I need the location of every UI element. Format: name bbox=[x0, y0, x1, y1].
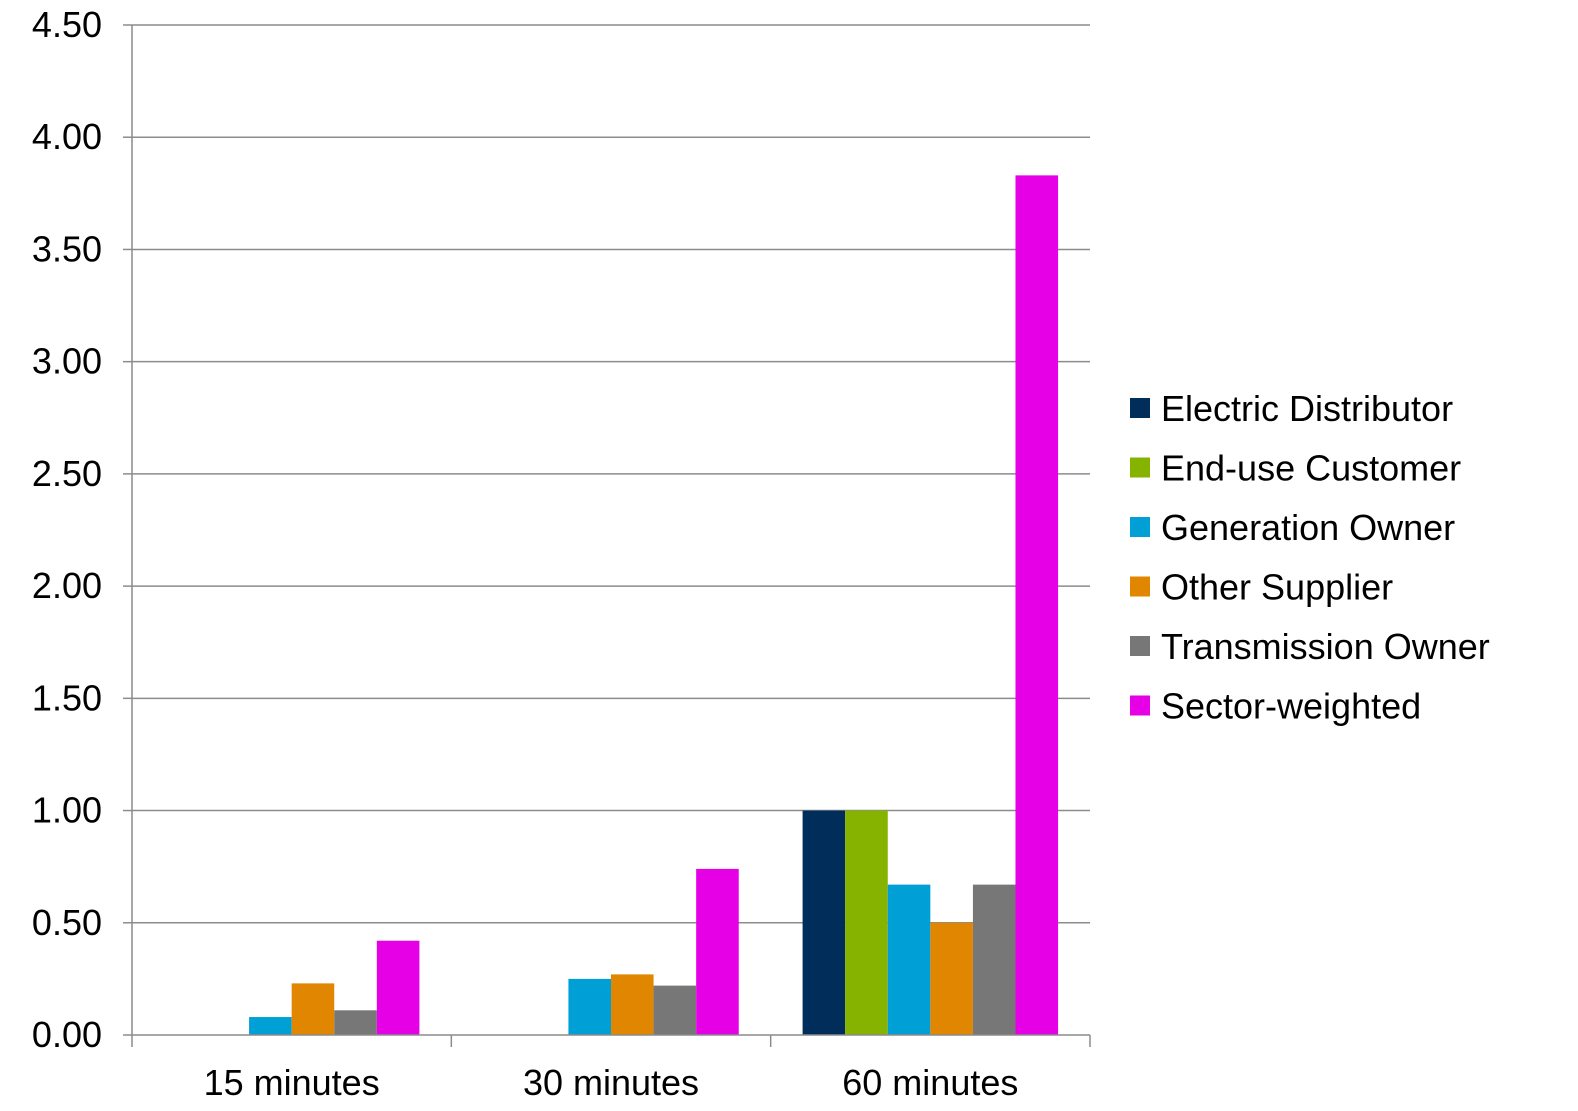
bar-generation-owner-1 bbox=[249, 1017, 292, 1035]
y-tick-label: 2.00 bbox=[32, 565, 102, 606]
x-tick-label: 60 minutes bbox=[842, 1062, 1018, 1103]
bar-other-supplier-2 bbox=[611, 974, 654, 1035]
x-tick-label: 30 minutes bbox=[523, 1062, 699, 1103]
legend-swatch bbox=[1130, 576, 1150, 597]
bar-sector-weighted-3 bbox=[1015, 175, 1059, 1035]
legend-swatch bbox=[1130, 457, 1150, 478]
y-tick-label: 1.50 bbox=[32, 677, 102, 718]
bar-electric-distributor-3 bbox=[802, 810, 846, 1035]
legend-label: Sector-weighted bbox=[1161, 686, 1421, 727]
legend-label: Electric Distributor bbox=[1161, 388, 1453, 429]
legend-label: Generation Owner bbox=[1161, 507, 1455, 548]
legend-swatch bbox=[1130, 695, 1150, 716]
y-tick-label: 4.00 bbox=[32, 116, 102, 157]
bars bbox=[249, 175, 1059, 1035]
bar-other-supplier-1 bbox=[291, 983, 335, 1035]
bar-transmission-owner-1 bbox=[334, 1010, 377, 1035]
bar-generation-owner-2 bbox=[568, 978, 611, 1035]
legend: Electric Distributor End-use Customer Gene… bbox=[1130, 388, 1490, 727]
bar-sector-weighted-1 bbox=[376, 940, 420, 1035]
grid-lines bbox=[132, 24, 1090, 924]
legend-swatch bbox=[1130, 517, 1150, 537]
bar-sector-weighted-2 bbox=[696, 868, 739, 1035]
y-tick-label: 0.00 bbox=[32, 1014, 102, 1055]
y-axis-tick-labels: 0.00 0.50 1.00 1.50 2.00 2.50 3.00 3.50 4.00 4.50 bbox=[32, 4, 102, 1055]
legend-label: Other Supplier bbox=[1161, 567, 1393, 608]
legend-label: End-use Customer bbox=[1161, 448, 1461, 489]
legend-label: Transmission Owner bbox=[1161, 626, 1490, 667]
bar-generation-owner-3 bbox=[887, 884, 931, 1035]
x-tick-label: 15 minutes bbox=[204, 1062, 380, 1103]
bar-transmission-owner-3 bbox=[972, 884, 1016, 1035]
axes bbox=[123, 24, 1091, 1047]
legend-swatch bbox=[1130, 636, 1150, 656]
y-tick-label: 2.50 bbox=[32, 453, 102, 494]
y-tick-label: 3.50 bbox=[32, 228, 102, 269]
bar-end-use-customer-3 bbox=[845, 810, 888, 1035]
legend-swatch bbox=[1130, 398, 1150, 418]
y-tick-label: 4.50 bbox=[32, 4, 102, 45]
y-tick-label: 1.00 bbox=[32, 790, 102, 831]
y-tick-label: 0.50 bbox=[32, 902, 102, 943]
x-axis-tick-labels: 15 minutes 30 minutes 60 minutes bbox=[204, 1062, 1019, 1103]
y-tick-label: 3.00 bbox=[32, 341, 102, 382]
bar-transmission-owner-2 bbox=[653, 985, 697, 1035]
bar-other-supplier-3 bbox=[930, 922, 973, 1035]
